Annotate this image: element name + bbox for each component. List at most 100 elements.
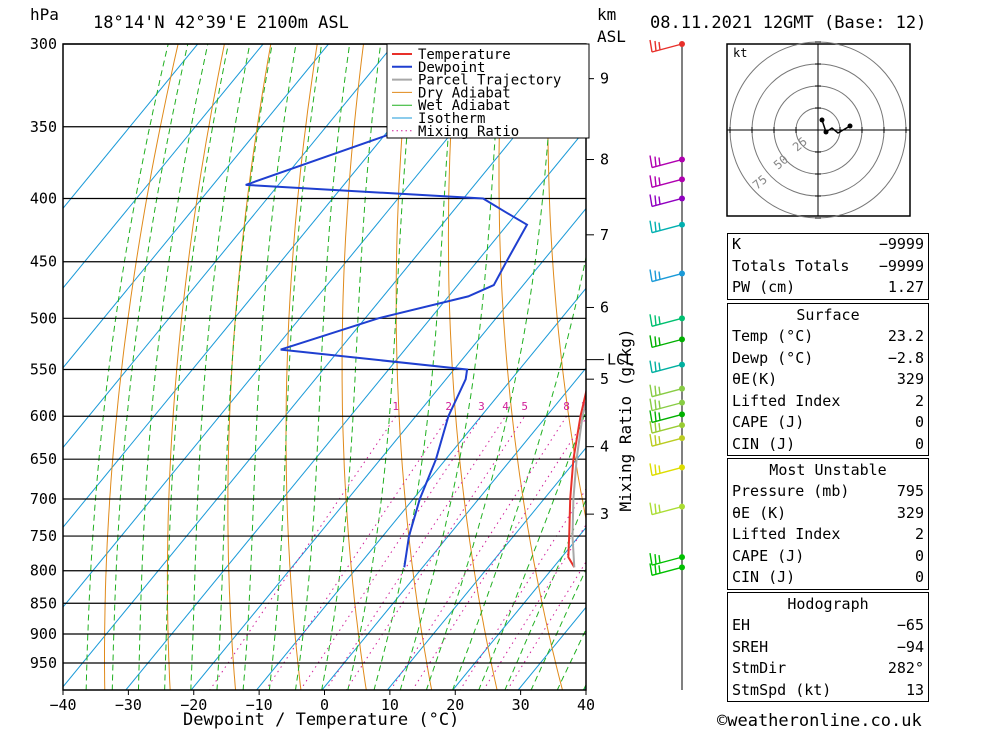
- pressure-tick-label: 400: [30, 189, 57, 207]
- x-tick-label: 0: [320, 696, 329, 714]
- wet-adiabat: [242, 44, 297, 690]
- wet-adiabat: [164, 44, 229, 690]
- index-table-most-unstable: Most Unstable Pressure (mb) 795 θE (K) 329 L…: [727, 458, 929, 590]
- surface-index-value: 329: [896, 370, 924, 388]
- mixing-ratio-line: [325, 415, 506, 690]
- index-value: 1.27: [887, 278, 924, 296]
- hodograph-index-row: EH −65: [728, 615, 928, 637]
- mixing-ratio-line: [345, 415, 526, 690]
- wind-barb: [649, 553, 683, 566]
- wind-barb: [649, 502, 683, 516]
- legend-label: Dewpoint: [418, 60, 485, 76]
- pressure-tick-label: 300: [30, 35, 57, 53]
- legend-label: Dry Adiabat: [418, 85, 511, 101]
- most-unstable-index-label: Pressure (mb): [732, 482, 850, 500]
- index-row: PW (cm) 1.27: [728, 277, 928, 299]
- surface-index-row: Dewp (°C) −2.8: [728, 348, 928, 370]
- hodograph-index-row: StmSpd (kt) 13: [728, 680, 928, 702]
- km-tick-label: 3: [600, 505, 609, 523]
- x-tick-label: −20: [180, 696, 207, 714]
- legend-label: Parcel Trajectory: [418, 73, 561, 89]
- index-label: K: [732, 235, 742, 253]
- wind-barb: [649, 384, 683, 398]
- wind-barb: [649, 269, 683, 283]
- wet-adiabat: [216, 44, 273, 690]
- isotherm-line: [256, 287, 586, 690]
- hodograph-index-row: StmDir 282°: [728, 658, 928, 680]
- most-unstable-index-label: θE (K): [732, 503, 787, 522]
- most-unstable-index-value: 2: [914, 525, 924, 543]
- mixing-ratio-axis-label: Mixing Ratio (g/kg): [616, 328, 635, 511]
- index-table-hodograph: Hodograph EH −65 SREH −94 StmDir 282° StmSpd (…: [727, 592, 929, 702]
- wind-barb: [649, 194, 683, 208]
- site-credit: ©weatheronline.co.uk: [717, 711, 922, 731]
- wet-adiabat: [425, 44, 556, 690]
- most-unstable-index-row: Pressure (mb) 795: [728, 481, 928, 503]
- surface-index-row: Lifted Index 2: [728, 391, 928, 413]
- pressure-tick-label: 700: [30, 490, 57, 508]
- most-unstable-index-label: CAPE (J): [732, 546, 805, 565]
- mixing-ratio-line: [299, 415, 482, 690]
- surface-index-row: θE(K) 329: [728, 369, 928, 391]
- most-unstable-index-label: CIN (J): [732, 568, 796, 586]
- most-unstable-index-value: 0: [914, 568, 924, 586]
- isotherm-line: [321, 367, 586, 690]
- wet-adiabat: [373, 44, 456, 690]
- pressure-tick-label: 600: [30, 407, 57, 425]
- hodograph-point: [823, 129, 829, 135]
- wind-barb: [649, 398, 683, 412]
- surface-index-label: CIN (J): [732, 434, 796, 453]
- wind-barb: [649, 410, 683, 424]
- dry-adiabat: [227, 44, 272, 690]
- surface-index-value: 2: [914, 391, 924, 410]
- dry-adiabat: [498, 44, 563, 690]
- pressure-tick-label: 800: [30, 562, 57, 580]
- pressure-unit: hPa: [30, 5, 59, 24]
- hodograph-index-value: −65: [896, 616, 924, 634]
- x-tick-label: 30: [512, 696, 530, 714]
- hodograph-unit: kt: [733, 46, 747, 60]
- x-tick-label: −10: [246, 696, 273, 714]
- isotherm-line: [63, 48, 586, 688]
- wind-barb: [649, 360, 683, 374]
- surface-index-label: θE(K): [732, 370, 778, 388]
- surface-index-value: 23.2: [887, 327, 924, 345]
- hodograph-point: [819, 117, 825, 123]
- km-tick-label: 6: [600, 298, 609, 316]
- wind-barb: [649, 39, 683, 53]
- mixing-ratio-label: 5: [521, 400, 528, 413]
- wet-adiabat: [190, 44, 251, 690]
- km-tick-label: 9: [600, 70, 609, 88]
- most-unstable-index-value: 329: [896, 503, 924, 522]
- wet-adiabat: [294, 44, 351, 690]
- most-unstable-title: Most Unstable: [769, 461, 887, 479]
- x-tick-label: −30: [115, 696, 142, 714]
- surface-index-label: Temp (°C): [732, 327, 814, 345]
- pressure-tick-label: 750: [30, 527, 57, 545]
- dry-adiabat: [104, 44, 179, 690]
- km-tick-label: 5: [600, 370, 609, 388]
- wet-adiabat: [478, 409, 586, 690]
- pressure-tick-label: 350: [30, 118, 57, 136]
- wet-adiabat: [452, 254, 586, 690]
- mixing-ratio-line: [390, 415, 568, 690]
- wind-barb: [649, 420, 683, 434]
- mixing-ratio-line: [209, 415, 397, 690]
- hodograph-index-row: SREH −94: [728, 637, 928, 659]
- mixing-ratio-label: 8: [563, 400, 570, 413]
- isotherm-line: [125, 127, 586, 690]
- km-tick-label: 8: [600, 151, 609, 169]
- index-value: −9999: [878, 235, 924, 253]
- legend-box: [386, 43, 590, 139]
- isotherm-line: [63, 44, 395, 449]
- km-tick-label: 7: [600, 226, 609, 244]
- most-unstable-index-row: CIN (J) 0: [728, 567, 928, 589]
- surface-index-value: 0: [914, 413, 924, 431]
- index-value: −9999: [878, 256, 924, 275]
- km-tick-label: 4: [600, 438, 609, 456]
- isotherm-line: [452, 526, 586, 690]
- hodograph-index-label: SREH: [732, 637, 769, 656]
